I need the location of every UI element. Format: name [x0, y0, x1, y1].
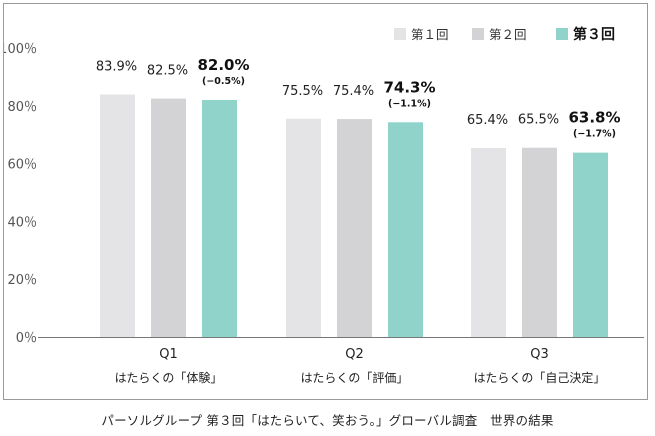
delta-label: (−1.7%): [573, 129, 616, 140]
bar: [522, 147, 557, 337]
bar: [573, 152, 608, 337]
chart-caption: パーソルグループ 第３回「はたらいて、笑おう。」グローバル調査 世界の結果: [101, 413, 554, 428]
bar: [471, 147, 506, 337]
y-tick-label: 40％: [7, 215, 37, 230]
data-label: 75.5%: [282, 84, 323, 99]
bar: [337, 119, 372, 338]
chart-frame: 0％ 20％ 40％ 60％ 80％ 100％ 83.9% 82.5% 82.0% (−0.5%)…: [3, 3, 648, 400]
legend-swatch: [556, 28, 568, 40]
bar: [388, 122, 423, 337]
data-label: 65.5%: [518, 113, 559, 128]
y-tick-label: 60％: [7, 158, 37, 173]
x-tick-label: Q2: [345, 347, 364, 362]
y-tick-label: 0％: [16, 331, 37, 346]
y-tick-label: 100％: [4, 42, 37, 57]
x-tick-label: Q3: [530, 347, 549, 362]
data-label: 83.9%: [96, 60, 137, 75]
legend-label: 第３回: [573, 26, 615, 43]
data-label: 65.4%: [467, 113, 508, 128]
x-tick-label: Q1: [159, 347, 178, 362]
y-tick-label: 20％: [7, 273, 37, 288]
bar: [202, 100, 237, 338]
x-tick-sublabel: はたらくの「体験」: [115, 370, 223, 385]
bar: [151, 98, 186, 337]
legend-label: 第１回: [411, 27, 449, 42]
legend-swatch: [472, 28, 484, 40]
legend-swatch: [394, 28, 406, 40]
x-tick-sublabel: はたらくの「自己決定」: [474, 370, 606, 385]
data-label: 74.3%: [383, 78, 435, 96]
data-label: 63.8%: [568, 109, 620, 127]
bar: [286, 118, 321, 338]
delta-label: (−0.5%): [202, 76, 245, 87]
data-label: 82.5%: [147, 64, 188, 79]
bar: [100, 94, 135, 338]
delta-label: (−1.1%): [388, 98, 431, 109]
data-label: 75.4%: [333, 84, 374, 99]
x-tick-sublabel: はたらくの「評価」: [301, 370, 409, 385]
y-tick-label: 80％: [7, 100, 37, 115]
data-label: 82.0%: [197, 56, 249, 74]
legend-label: 第２回: [489, 27, 527, 42]
bar-chart: 0％ 20％ 40％ 60％ 80％ 100％ 83.9% 82.5% 82.0% (−0.5%)…: [4, 26, 644, 385]
